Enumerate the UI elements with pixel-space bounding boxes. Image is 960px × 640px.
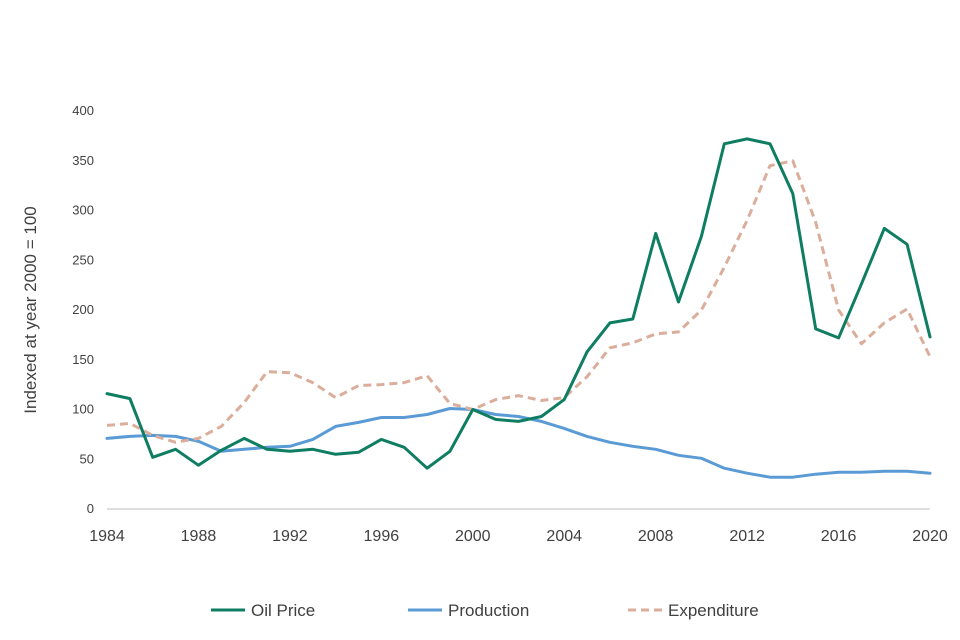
series-line-production	[105, 407, 932, 479]
legend-label: Oil Price	[251, 601, 315, 620]
x-tick-label: 2004	[546, 528, 582, 545]
legend: Oil Price Production Expenditure	[211, 601, 759, 620]
x-tick-label: 2012	[729, 528, 765, 545]
series-line-expenditure	[106, 159, 932, 444]
y-tick-label: 400	[72, 103, 94, 118]
y-tick-label: 250	[72, 252, 94, 267]
y-tick-label: 50	[80, 451, 94, 466]
y-axis-label: Indexed at year 2000 = 100	[21, 206, 40, 413]
x-tick-label: 1988	[181, 528, 217, 545]
x-axis-ticks: 1984 1988 1992 1996 2000 2004 2008 2012 2016 2020	[89, 528, 948, 545]
y-tick-label: 300	[72, 203, 94, 218]
x-tick-label: 1984	[89, 528, 125, 545]
x-tick-label: 2016	[821, 528, 857, 545]
x-tick-label: 2000	[455, 528, 491, 545]
legend-label: Expenditure	[668, 601, 759, 620]
x-tick-label: 1992	[272, 528, 308, 545]
x-tick-label: 2008	[638, 528, 674, 545]
x-tick-label: 1996	[364, 528, 400, 545]
y-tick-label: 0	[87, 501, 94, 516]
legend-label: Production	[448, 601, 529, 620]
y-tick-label: 200	[72, 302, 94, 317]
y-tick-label: 100	[72, 402, 94, 417]
x-tick-label: 2020	[912, 528, 948, 545]
y-tick-label: 150	[72, 352, 94, 367]
y-axis-ticks: 0 50 100 150 200 250 300 350 400	[72, 103, 94, 516]
y-tick-label: 350	[72, 153, 94, 168]
series-line-oil-price	[105, 137, 932, 470]
series-lines	[105, 137, 932, 479]
